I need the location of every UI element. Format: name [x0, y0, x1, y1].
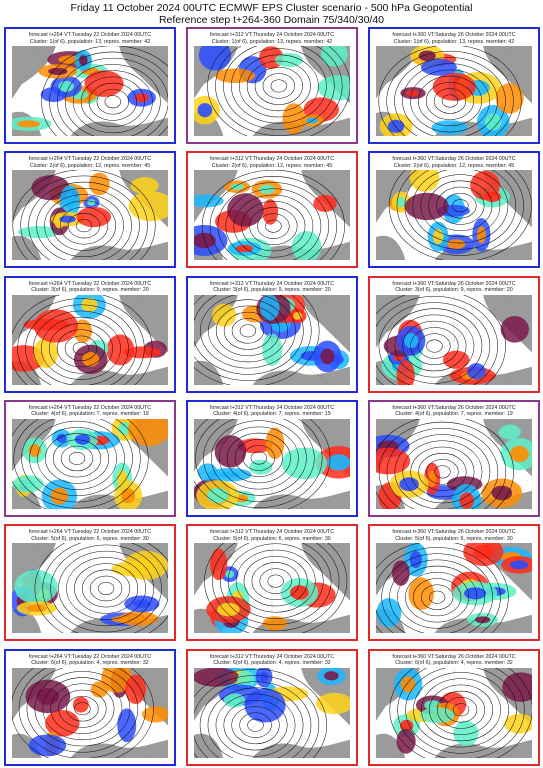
- geopotential-map: [12, 170, 168, 261]
- cluster-panel: forecast t+312 VT:Thursday 24 October 20…: [186, 151, 358, 269]
- panel-cluster-label: Cluster: 5(of 6), population: 6, repres.…: [395, 535, 513, 542]
- geopotential-map: [12, 46, 168, 136]
- cluster-panel: forecast t+264 VT:Tuesday 22 October 202…: [4, 27, 176, 144]
- geopotential-map: [376, 543, 532, 634]
- cluster-panel: forecast t+264 VT:Tuesday 22 October 202…: [4, 524, 176, 642]
- cluster-panel: forecast t+264 VT:Tuesday 22 October 202…: [4, 648, 176, 766]
- panel-forecast-label: forecast t+360 VT:Saturday 26 October 20…: [392, 156, 516, 163]
- panel-cluster-label: Cluster: 1(of 6), population: 13, repres…: [29, 38, 151, 45]
- geopotential-map: [194, 294, 350, 385]
- panel-forecast-label: forecast t+312 VT:Thursday 24 October 20…: [209, 404, 335, 411]
- panel-cluster-label: Cluster: 3(of 6), population: 9, repres.…: [213, 287, 331, 294]
- panel-cluster-label: Cluster: 6(of 6), population: 4, repres.…: [213, 660, 331, 666]
- panel-cluster-label: Cluster: 4(of 6), population: 7, repres.…: [31, 411, 149, 418]
- panel-forecast-label: forecast t+312 VT:Thursday 24 October 20…: [209, 280, 335, 287]
- panel-cluster-label: Cluster: 5(of 6), population: 6, repres.…: [31, 535, 149, 542]
- geopotential-map: [376, 170, 532, 261]
- panel-cluster-label: Cluster: 2(of 6), population: 12, repres…: [211, 162, 333, 169]
- geopotential-map: [376, 667, 532, 758]
- panel-forecast-label: forecast t+264 VT:Tuesday 22 October 202…: [28, 653, 152, 660]
- panel-forecast-label: forecast t+264 VT:Tuesday 22 October 202…: [28, 404, 152, 411]
- cluster-panel: forecast t+360 VT:Saturday 26 October 20…: [368, 275, 540, 393]
- panel-cluster-label: Cluster: 3(of 6), population: 9, repres.…: [395, 287, 513, 294]
- geopotential-map: [376, 418, 532, 509]
- cluster-panel: forecast t+360 VT:Saturday 26 October 20…: [368, 399, 540, 517]
- geopotential-map: [194, 543, 350, 634]
- figure-title-line-2: Reference step t+264-360 Domain 75/340/3…: [158, 14, 385, 26]
- panel-cluster-label: Cluster: 1(of 6), population: 13, repres…: [211, 38, 333, 45]
- cluster-panel: forecast t+360 VT:Saturday 26 October 20…: [368, 151, 540, 269]
- panel-cluster-label: Cluster: 1(of 6), population: 13, repres…: [393, 38, 515, 45]
- panel-forecast-label: forecast t+264 VT:Tuesday 22 October 202…: [28, 529, 152, 536]
- geopotential-map: [376, 46, 532, 136]
- panel-forecast-label: forecast t+264 VT:Tuesday 22 October 202…: [28, 280, 152, 287]
- figure-title-line-1: Friday 11 October 2024 00UTC ECMWF EPS C…: [70, 2, 473, 14]
- panel-cluster-label: Cluster: 6(of 6), population: 4, repres.…: [395, 660, 513, 666]
- geopotential-map: [12, 418, 168, 509]
- panel-forecast-label: forecast t+360 VT:Saturday 26 October 20…: [392, 280, 516, 287]
- panel-cluster-label: Cluster: 3(of 6), population: 9, repres.…: [31, 287, 149, 294]
- cluster-panel: forecast t+264 VT:Tuesday 22 October 202…: [4, 399, 176, 517]
- panel-forecast-label: forecast t+312 VT:Thursday 24 October 20…: [209, 653, 335, 660]
- panel-forecast-label: forecast t+312 VT:Thursday 24 October 20…: [209, 32, 335, 38]
- cluster-panel: forecast t+312 VT:Thursday 24 October 20…: [186, 27, 358, 144]
- panel-forecast-label: forecast t+360 VT:Saturday 26 October 20…: [392, 404, 516, 411]
- panel-cluster-label: Cluster: 2(of 6), population: 12, repres…: [29, 162, 151, 169]
- cluster-panel: forecast t+312 VT:Thursday 24 October 20…: [186, 275, 358, 393]
- geopotential-map: [194, 667, 350, 758]
- geopotential-map: [194, 170, 350, 261]
- panel-cluster-label: Cluster: 4(of 6), population: 7, repres.…: [395, 411, 513, 418]
- geopotential-map: [12, 667, 168, 758]
- geopotential-map: [194, 418, 350, 509]
- geopotential-map: [12, 294, 168, 385]
- panel-forecast-label: forecast t+312 VT:Thursday 24 October 20…: [209, 529, 335, 536]
- panel-forecast-label: forecast t+360 VT:Saturday 26 October 20…: [392, 32, 516, 38]
- panel-forecast-label: forecast t+360 VT:Saturday 26 October 20…: [392, 529, 516, 536]
- panel-forecast-label: forecast t+360 VT:Saturday 26 October 20…: [392, 653, 516, 660]
- cluster-panel-grid: forecast t+264 VT:Tuesday 22 October 202…: [4, 27, 541, 766]
- panel-cluster-label: Cluster: 4(of 6), population: 7, repres.…: [213, 411, 331, 418]
- cluster-panel: forecast t+264 VT:Tuesday 22 October 202…: [4, 151, 176, 269]
- panel-cluster-label: Cluster: 2(of 6), population: 12, repres…: [393, 162, 515, 169]
- cluster-panel: forecast t+312 VT:Thursday 24 October 20…: [186, 524, 358, 642]
- cluster-panel: forecast t+360 VT:Saturday 26 October 20…: [368, 27, 540, 144]
- geopotential-map: [12, 543, 168, 634]
- cluster-panel: forecast t+312 VT:Thursday 24 October 20…: [186, 648, 358, 766]
- geopotential-map: [376, 294, 532, 385]
- panel-cluster-label: Cluster: 5(of 6), population: 6, repres.…: [213, 535, 331, 542]
- cluster-panel: forecast t+360 VT:Saturday 26 October 20…: [368, 648, 540, 766]
- geopotential-map: [194, 46, 350, 136]
- cluster-panel: forecast t+360 VT:Saturday 26 October 20…: [368, 524, 540, 642]
- panel-cluster-label: Cluster: 6(of 6), population: 4, repres.…: [31, 660, 149, 666]
- panel-forecast-label: forecast t+264 VT:Tuesday 22 October 202…: [28, 156, 152, 163]
- panel-forecast-label: forecast t+264 VT:Tuesday 22 October 202…: [28, 32, 152, 38]
- panel-forecast-label: forecast t+312 VT:Thursday 24 October 20…: [209, 156, 335, 163]
- cluster-panel: forecast t+264 VT:Tuesday 22 October 202…: [4, 275, 176, 393]
- cluster-panel: forecast t+312 VT:Thursday 24 October 20…: [186, 399, 358, 517]
